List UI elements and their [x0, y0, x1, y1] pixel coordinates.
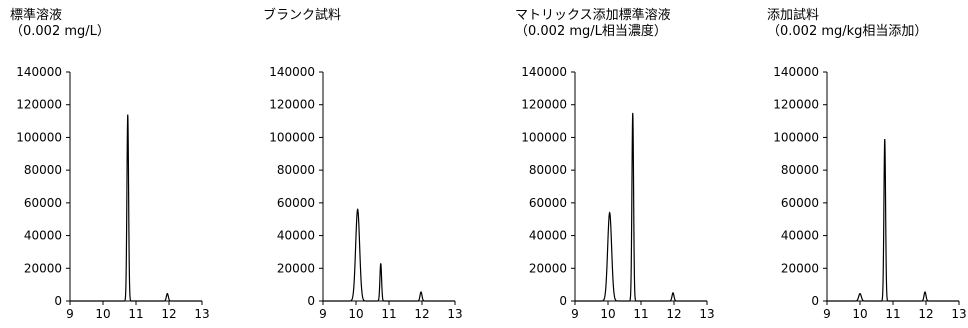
y-tick-label: 40000 — [24, 229, 62, 243]
x-tick-label: 13 — [951, 307, 966, 321]
x-tick-label: 11 — [885, 307, 900, 321]
y-tick-label: 40000 — [277, 229, 315, 243]
chart-svg: 0 20000 40000 60000 80000 100000 120000 140000 9… — [521, 65, 714, 321]
y-tick-label: 0 — [811, 294, 819, 308]
y-tick-label: 140000 — [521, 65, 567, 79]
y-tick-label: 120000 — [521, 98, 567, 112]
x-tick-label: 12 — [918, 307, 933, 321]
y-tick-label: 60000 — [24, 196, 62, 210]
chart-title: 添加試料 （0.002 mg/kg相当添加） — [767, 8, 927, 40]
x-tick-label: 9 — [823, 307, 831, 321]
y-tick-label: 80000 — [24, 163, 62, 177]
y-tick-label: 120000 — [16, 98, 62, 112]
x-tick-label: 13 — [194, 307, 209, 321]
chart-title-line: （0.002 mg/L相当濃度） — [515, 24, 667, 39]
x-tick-label: 12 — [414, 307, 429, 321]
y-tick-label: 20000 — [781, 261, 819, 275]
x-tick-label: 10 — [852, 307, 867, 321]
y-tick-label: 80000 — [781, 163, 819, 177]
chart-title-line: ブランク試料 — [263, 8, 342, 23]
y-tick-label: 0 — [54, 294, 62, 308]
y-tick-label: 60000 — [529, 196, 567, 210]
x-tick-label: 13 — [447, 307, 462, 321]
y-tick-label: 100000 — [269, 130, 315, 144]
x-tick-label: 12 — [666, 307, 681, 321]
chart-title-line: マトリックス添加標準溶液 — [515, 8, 671, 23]
x-tick-label: 10 — [348, 307, 363, 321]
chromatogram-line — [323, 208, 455, 302]
x-tick-label: 9 — [319, 307, 327, 321]
x-tick-label: 11 — [381, 307, 396, 321]
y-tick-label: 80000 — [277, 163, 315, 177]
x-tick-label: 9 — [571, 307, 579, 321]
y-tick-label: 60000 — [277, 196, 315, 210]
chart-title-line: （0.002 mg/L） — [10, 24, 110, 39]
chart-panel: 添加試料 （0.002 mg/kg相当添加） 0 20000 40000 60000 800… — [757, 0, 968, 328]
y-tick-label: 100000 — [773, 130, 819, 144]
x-tick-label: 13 — [699, 307, 714, 321]
chart-panel: マトリックス添加標準溶液 （0.002 mg/L相当濃度） 0 20000 40000 6… — [505, 0, 747, 328]
y-tick-label: 20000 — [277, 261, 315, 275]
chart-title-line: 添加試料 — [767, 8, 820, 23]
y-tick-label: 20000 — [24, 261, 62, 275]
x-tick-label: 12 — [161, 307, 176, 321]
x-tick-label: 10 — [95, 307, 110, 321]
chart-svg: 0 20000 40000 60000 80000 100000 120000 140000 9… — [269, 65, 462, 321]
y-tick-label: 80000 — [529, 163, 567, 177]
chart-title: マトリックス添加標準溶液 （0.002 mg/L相当濃度） — [515, 8, 671, 40]
y-tick-label: 0 — [559, 294, 567, 308]
chart-svg: 0 20000 40000 60000 80000 100000 120000 140000 9… — [16, 65, 209, 321]
x-tick-label: 10 — [600, 307, 615, 321]
chromatogram-line — [70, 114, 202, 302]
x-tick-label: 11 — [128, 307, 143, 321]
y-tick-label: 100000 — [16, 130, 62, 144]
y-tick-label: 20000 — [529, 261, 567, 275]
chart-panel: 標準溶液 （0.002 mg/L） 0 20000 40000 60000 80000 100… — [0, 0, 242, 328]
chromatogram-line — [575, 112, 707, 302]
y-tick-label: 140000 — [269, 65, 315, 79]
y-tick-label: 140000 — [773, 65, 819, 79]
y-tick-label: 40000 — [781, 229, 819, 243]
y-tick-label: 140000 — [16, 65, 62, 79]
y-tick-label: 0 — [307, 294, 315, 308]
chart-title: 標準溶液 （0.002 mg/L） — [10, 8, 110, 40]
chart-title: ブランク試料 — [263, 8, 341, 24]
chart-title-line: （0.002 mg/kg相当添加） — [767, 24, 928, 39]
chart-svg: 0 20000 40000 60000 80000 100000 120000 140000 9… — [773, 65, 966, 321]
chart-title-line: 標準溶液 — [10, 8, 63, 23]
chart-panel: ブランク試料 0 20000 40000 60000 80000 100000 120000 1… — [253, 0, 495, 328]
y-tick-label: 40000 — [529, 229, 567, 243]
x-tick-label: 9 — [66, 307, 74, 321]
chromatogram-line — [827, 139, 959, 302]
y-tick-label: 60000 — [781, 196, 819, 210]
y-tick-label: 120000 — [773, 98, 819, 112]
y-tick-label: 100000 — [521, 130, 567, 144]
y-tick-label: 120000 — [269, 98, 315, 112]
x-tick-label: 11 — [633, 307, 648, 321]
